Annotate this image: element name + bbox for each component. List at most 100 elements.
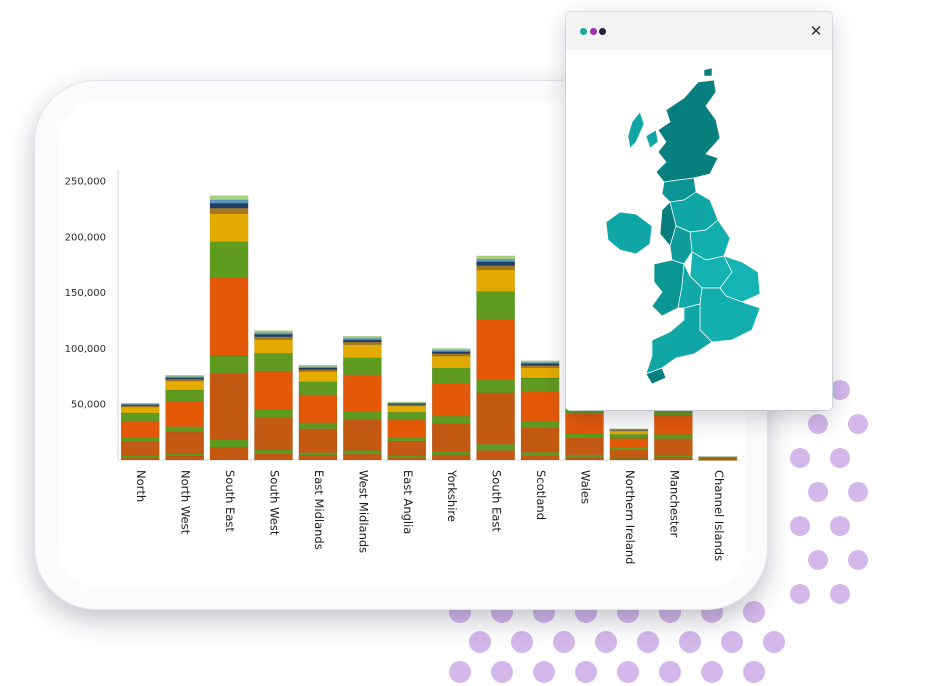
decorative-dot xyxy=(553,631,575,653)
decorative-dot xyxy=(830,380,850,400)
decorative-dot xyxy=(848,482,868,502)
bar-segment xyxy=(209,372,249,440)
y-tick-label: 150,000 xyxy=(65,288,106,299)
y-tick-label: 250,000 xyxy=(65,177,106,188)
bar-segment xyxy=(609,433,649,439)
bar-segment xyxy=(431,348,471,351)
map-popup-window[interactable]: ✕ xyxy=(566,12,832,410)
bar-segment xyxy=(254,339,293,354)
bar-segment xyxy=(387,440,427,456)
decorative-dot xyxy=(511,631,533,653)
bar-segment xyxy=(565,433,604,439)
bar-segment xyxy=(209,207,249,215)
close-icon[interactable]: ✕ xyxy=(809,22,823,40)
bar-segment xyxy=(520,426,560,453)
bar-stack xyxy=(298,364,338,461)
bar-segment xyxy=(165,431,204,454)
bar-segment xyxy=(520,420,560,428)
map-region-hebrides xyxy=(627,111,645,149)
bar-segment xyxy=(120,455,160,458)
bar-segment xyxy=(165,374,204,377)
bar-segment xyxy=(209,447,249,461)
x-tick-label: South East xyxy=(490,470,504,532)
bar-stack xyxy=(609,428,649,461)
x-tick-label: Northern Ireland xyxy=(623,470,637,564)
bar-segment xyxy=(254,352,293,372)
bar-segment xyxy=(343,357,382,375)
bar-segment xyxy=(254,408,293,418)
bar-segment xyxy=(520,377,560,392)
x-tick-label: North West xyxy=(179,470,193,535)
bar-segment xyxy=(520,360,560,363)
bar-segment xyxy=(343,450,382,455)
bar-segment xyxy=(298,428,338,453)
bar-segment xyxy=(476,450,515,461)
decorative-dot xyxy=(848,414,868,434)
bar-segment xyxy=(298,455,338,461)
bar-segment xyxy=(431,415,471,424)
decorative-dot xyxy=(790,448,810,468)
bar-segment xyxy=(254,449,293,455)
bar-segment xyxy=(431,451,471,455)
bar-segment xyxy=(387,405,427,413)
bar-segment xyxy=(476,319,515,380)
bar-segment xyxy=(654,454,693,458)
bar-segment xyxy=(609,449,649,458)
bar-stack xyxy=(520,360,560,461)
bar-segment xyxy=(343,418,382,451)
bar-segment xyxy=(387,436,427,442)
bar-segment xyxy=(209,355,249,373)
bar-segment xyxy=(343,411,382,420)
decorative-dot xyxy=(721,631,743,653)
bar-segment xyxy=(431,355,471,369)
bar-segment xyxy=(120,406,160,414)
bar-segment xyxy=(343,339,382,343)
decorative-dot xyxy=(790,516,810,536)
bar-segment xyxy=(165,455,204,461)
bar-segment xyxy=(343,453,382,461)
bar-segment xyxy=(343,344,382,358)
bar-segment xyxy=(431,382,471,417)
bar-segment xyxy=(654,438,693,456)
bar-segment xyxy=(476,261,515,266)
x-tick-label: Wales xyxy=(579,470,593,504)
bar-segment xyxy=(476,379,515,393)
bar-segment xyxy=(476,258,515,262)
decorative-dot xyxy=(790,584,810,604)
bar-segment xyxy=(298,394,338,423)
bar-segment xyxy=(565,437,604,456)
bar-segment xyxy=(343,335,382,339)
bar-segment xyxy=(431,351,471,355)
bar-segment xyxy=(120,457,160,461)
bar-segment xyxy=(209,195,249,201)
bar-segment xyxy=(520,365,560,368)
x-tick-label: South East xyxy=(223,470,237,532)
decorative-dot xyxy=(659,661,681,683)
bar-segment xyxy=(254,336,293,340)
decorative-dot xyxy=(701,661,723,683)
decorative-dot xyxy=(469,631,491,653)
bar-segment xyxy=(120,412,160,422)
decorative-dot xyxy=(763,631,785,653)
bar-segment xyxy=(609,428,649,430)
bar-segment xyxy=(343,374,382,412)
decorative-dot xyxy=(830,584,850,604)
bar-segment xyxy=(209,213,249,242)
decorative-dot xyxy=(848,550,868,570)
x-tick-label: Yorkshire xyxy=(445,469,459,522)
bar-segment xyxy=(120,420,160,438)
window-dot-navy xyxy=(599,28,606,35)
bar-segment xyxy=(254,334,293,338)
x-tick-label: North xyxy=(134,470,148,502)
bar-segment xyxy=(609,430,649,435)
x-tick-label: Manchester xyxy=(667,470,681,538)
map-region-skye xyxy=(645,129,659,149)
decorative-dot xyxy=(575,661,597,683)
bar-segment xyxy=(254,453,293,461)
bar-segment xyxy=(298,422,338,429)
x-tick-label: East Anglia xyxy=(401,470,415,534)
bar-segment xyxy=(387,455,427,458)
map-region-cornwall xyxy=(645,367,667,385)
bar-segment xyxy=(565,413,604,434)
